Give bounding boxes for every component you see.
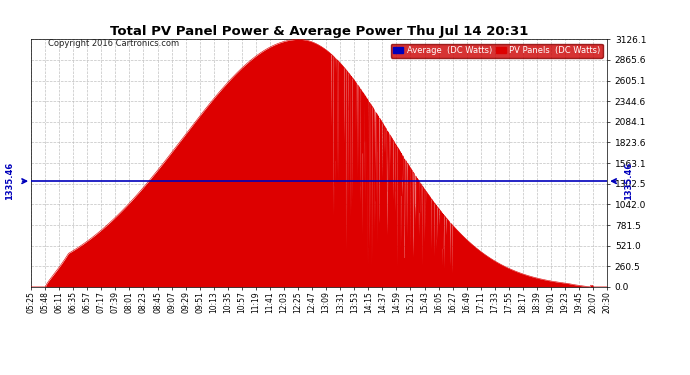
Legend: Average  (DC Watts), PV Panels  (DC Watts): Average (DC Watts), PV Panels (DC Watts) <box>391 44 603 57</box>
Text: 1335.46: 1335.46 <box>624 162 633 200</box>
Text: Copyright 2016 Cartronics.com: Copyright 2016 Cartronics.com <box>48 39 179 48</box>
Title: Total PV Panel Power & Average Power Thu Jul 14 20:31: Total PV Panel Power & Average Power Thu… <box>110 25 529 38</box>
Text: 1335.46: 1335.46 <box>6 162 14 200</box>
